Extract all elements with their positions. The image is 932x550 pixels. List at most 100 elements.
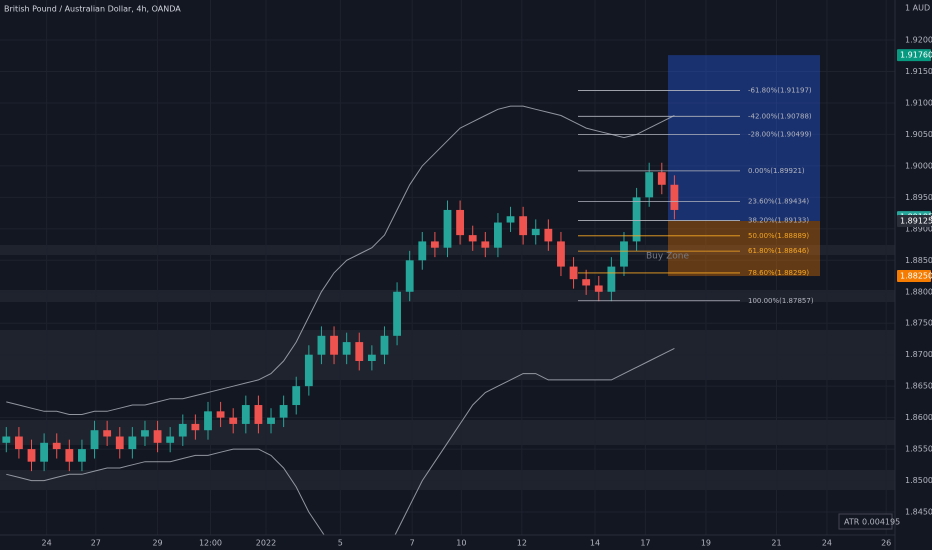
target-zone xyxy=(668,55,820,221)
grid xyxy=(0,0,895,535)
candle-body xyxy=(52,442,61,450)
y-tick-label: 1.85000 xyxy=(905,476,932,485)
candle-body xyxy=(254,405,263,424)
candle-body xyxy=(632,197,641,242)
candle-body xyxy=(594,285,603,292)
candle-body xyxy=(27,449,36,462)
candle-body xyxy=(292,386,301,406)
y-tick-label: 1.92000 xyxy=(905,36,932,45)
candle-body xyxy=(241,405,250,424)
price-label-box xyxy=(897,214,931,227)
y-tick-label: 1.91500 xyxy=(905,67,932,76)
candle-body xyxy=(115,436,124,450)
candle-body xyxy=(128,436,137,450)
candle-body xyxy=(279,405,288,418)
candle-body xyxy=(582,279,591,286)
candle-body xyxy=(103,430,112,437)
x-tick-label: 17 xyxy=(640,539,650,548)
candle-body xyxy=(178,423,187,437)
candle-body xyxy=(191,423,200,431)
candle-body xyxy=(645,172,654,198)
y-tick-label: 1.90000 xyxy=(905,161,932,170)
fibonacci: -61.80%(1.91197) -42.00%(1.90788) -28.00%(… xyxy=(578,87,814,305)
y-tick-label: 1.85500 xyxy=(905,445,932,454)
candle-body xyxy=(166,436,175,443)
candle-body xyxy=(393,291,401,336)
candle-body xyxy=(367,354,376,361)
candle-body xyxy=(204,411,212,431)
candle-body xyxy=(657,172,666,185)
indicator-value: 0.004195 xyxy=(862,518,900,527)
x-tick-label: 26 xyxy=(881,539,891,548)
fib-label: 23.60%(1.89434) xyxy=(748,198,809,206)
candle-body xyxy=(544,228,553,242)
candle-body xyxy=(519,216,528,236)
x-tick-label: 19 xyxy=(701,539,711,548)
y-tick-label: 1.88500 xyxy=(905,256,932,265)
bands xyxy=(6,105,675,535)
candle-body xyxy=(531,228,540,236)
candle-body xyxy=(418,241,427,261)
candles xyxy=(2,162,679,472)
candle-body xyxy=(557,241,565,267)
candle-body xyxy=(2,436,11,443)
candle-body xyxy=(481,241,490,248)
x-tick-label: 21 xyxy=(771,539,781,548)
fib-label: -42.00%(1.90788) xyxy=(748,112,812,120)
candle-body xyxy=(380,335,389,355)
x-tick-label: 29 xyxy=(152,539,162,548)
candle-body xyxy=(15,436,23,450)
candle-body xyxy=(304,354,313,387)
candle-body xyxy=(355,342,364,361)
candle-body xyxy=(153,430,162,443)
price-label-box xyxy=(897,270,931,283)
candle-body xyxy=(430,241,439,248)
indicator-box xyxy=(838,513,893,530)
x-tick-label: 24 xyxy=(42,539,52,548)
fib-label: 50.00%(1.88889) xyxy=(748,232,809,240)
currency: 1 AUD xyxy=(905,4,930,13)
candle-body xyxy=(569,266,578,280)
candle-body xyxy=(141,430,149,437)
position xyxy=(668,55,820,277)
x-tick-label: 10 xyxy=(456,539,466,548)
x-tick-label: 5 xyxy=(338,539,343,548)
candle-body xyxy=(456,209,465,236)
candle-body xyxy=(216,411,225,418)
x-tick-label: 12:00 xyxy=(199,539,222,548)
x-tick-label: 27 xyxy=(91,539,101,548)
fib-label: 100.00%(1.87857) xyxy=(748,297,814,305)
x-tick-label: 24 xyxy=(822,539,832,548)
band-line xyxy=(6,105,675,415)
y-tick-label: 1.86500 xyxy=(905,382,932,391)
candle-body xyxy=(317,335,326,355)
price-label-box xyxy=(897,49,931,62)
fib-label: 0.00%(1.89921) xyxy=(748,167,805,175)
price-label: 1.89125 xyxy=(900,216,932,225)
candle-body xyxy=(65,449,74,462)
price-label: 1.88250 xyxy=(900,272,932,281)
y-tick-label: 1.90500 xyxy=(905,130,932,139)
x-tick-label: 12 xyxy=(517,539,527,548)
band-line xyxy=(6,347,675,535)
y-tick-label: 1.87000 xyxy=(905,350,932,359)
candle-body xyxy=(405,260,414,292)
candle-body xyxy=(229,417,238,424)
price-axis: 1.84500 1.85000 1.85500 1.86000 1.86500 1.870… xyxy=(42,36,932,548)
candle-body xyxy=(494,222,502,248)
fib-label: 78.60%(1.88299) xyxy=(748,269,809,277)
candle-body xyxy=(620,241,628,267)
fib-label: 61.80%(1.88646) xyxy=(748,247,809,255)
y-tick-label: 1.89500 xyxy=(905,193,932,202)
chart-title: British Pound / Australian Dollar, 4h, O… xyxy=(4,5,181,14)
x-tick-label: 14 xyxy=(590,539,600,548)
y-tick-label: 1.84500 xyxy=(905,508,932,517)
candle-body xyxy=(40,442,49,462)
price-label: 1.91760 xyxy=(900,51,932,60)
zone-label: Buy Zone xyxy=(646,252,689,262)
candle-body xyxy=(342,342,351,355)
candle-body xyxy=(267,417,275,424)
y-tick-label: 1.91000 xyxy=(905,98,932,107)
candle-body xyxy=(607,266,616,292)
